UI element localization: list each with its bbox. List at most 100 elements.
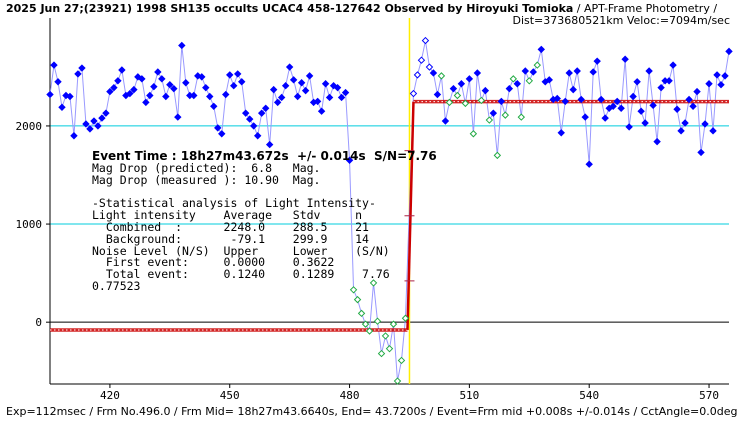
data-point-before-29 xyxy=(162,92,170,101)
data-point-after-34 xyxy=(545,76,553,84)
stats-line-0: Mag Drop (predicted): 6.8 Mag. xyxy=(92,161,321,175)
data-point-event-7 xyxy=(377,349,386,358)
data-point-before-26 xyxy=(150,82,158,91)
x-tick-label-480: 480 xyxy=(340,389,360,402)
data-point-after-18 xyxy=(481,86,490,95)
x-tick-label-450: 450 xyxy=(220,389,240,402)
data-point-after-13 xyxy=(461,99,470,108)
data-point-before-0 xyxy=(46,90,54,99)
data-point-after-17 xyxy=(477,96,486,105)
data-point-after-57 xyxy=(637,107,645,115)
data-point-after-69 xyxy=(685,95,693,104)
data-point-after-4 xyxy=(425,63,434,71)
data-point-before-40 xyxy=(206,92,214,101)
data-point-after-10 xyxy=(449,84,458,93)
data-point-event-6 xyxy=(373,317,382,325)
stats-line-4: Light intensity Average Stdv n xyxy=(92,208,363,223)
data-point-before-34 xyxy=(182,79,190,87)
data-point-after-54 xyxy=(625,123,633,131)
data-point-before-27 xyxy=(154,68,162,76)
x-tick-label-510: 510 xyxy=(459,389,479,402)
y-tick-label-0: 0 xyxy=(35,316,42,329)
data-point-before-31 xyxy=(170,84,178,93)
data-point-before-52 xyxy=(253,132,262,140)
title-rest: / APT-Frame Photometry / xyxy=(573,2,718,15)
data-point-event-8 xyxy=(381,332,390,340)
data-point-before-72 xyxy=(333,83,342,92)
data-point-before-45 xyxy=(226,71,234,79)
data-point-before-61 xyxy=(289,76,298,84)
data-point-after-59 xyxy=(645,67,653,75)
data-point-before-67 xyxy=(313,97,322,106)
data-point-after-76 xyxy=(713,71,721,79)
data-point-after-44 xyxy=(585,160,593,168)
data-point-after-15 xyxy=(469,130,478,138)
data-point-after-71 xyxy=(693,87,701,96)
data-point-after-32 xyxy=(537,45,545,54)
footer-info: Exp=112msec / Frm No.496.0 / Frm Mid= 18… xyxy=(6,405,738,418)
data-point-after-36 xyxy=(553,94,561,103)
data-point-before-30 xyxy=(166,81,174,89)
data-point-after-58 xyxy=(641,119,649,127)
data-point-after-66 xyxy=(673,105,681,113)
data-point-after-37 xyxy=(557,129,565,137)
data-point-before-7 xyxy=(74,70,82,78)
data-point-after-8 xyxy=(441,117,450,125)
data-point-after-12 xyxy=(457,80,466,88)
data-point-before-16 xyxy=(110,83,118,92)
y-tick-label-1000: 1000 xyxy=(16,218,43,231)
data-point-before-43 xyxy=(218,130,226,138)
data-point-after-62 xyxy=(657,83,665,92)
data-point-after-75 xyxy=(709,127,717,135)
data-point-after-50 xyxy=(609,102,617,111)
data-point-after-70 xyxy=(689,102,697,111)
data-point-before-68 xyxy=(317,107,326,115)
data-point-event-0 xyxy=(349,286,358,294)
data-point-before-58 xyxy=(277,93,286,102)
data-point-after-22 xyxy=(497,97,506,106)
data-point-event-1 xyxy=(353,295,362,304)
data-point-before-65 xyxy=(305,72,314,80)
data-point-before-12 xyxy=(94,122,102,130)
data-point-before-25 xyxy=(146,91,154,100)
data-point-after-72 xyxy=(697,148,705,157)
data-point-before-49 xyxy=(242,109,250,117)
data-point-before-69 xyxy=(321,80,330,88)
data-point-before-10 xyxy=(86,125,94,133)
data-point-after-73 xyxy=(701,120,709,128)
x-tick-label-570: 570 xyxy=(699,389,719,402)
data-point-before-17 xyxy=(114,77,122,85)
data-point-before-5 xyxy=(66,92,74,101)
data-point-after-2 xyxy=(417,56,426,64)
data-point-before-73 xyxy=(337,93,346,102)
data-point-before-64 xyxy=(301,86,310,95)
x-tick-label-420: 420 xyxy=(100,389,120,402)
data-point-before-56 xyxy=(269,85,278,94)
data-point-after-0 xyxy=(409,89,418,98)
data-point-after-41 xyxy=(573,67,581,75)
data-point-before-11 xyxy=(90,117,98,125)
data-point-before-57 xyxy=(273,98,282,107)
data-point-after-23 xyxy=(501,111,510,119)
data-point-after-43 xyxy=(581,113,589,121)
data-point-event-13 xyxy=(401,314,410,322)
data-point-event-12 xyxy=(397,356,406,365)
data-point-after-39 xyxy=(565,69,573,77)
data-point-before-42 xyxy=(214,124,222,132)
data-point-after-56 xyxy=(633,78,641,86)
data-point-after-64 xyxy=(665,77,673,85)
data-point-after-21 xyxy=(493,151,502,160)
data-point-event-2 xyxy=(357,309,366,318)
data-point-after-45 xyxy=(589,68,597,76)
data-point-after-26 xyxy=(513,80,522,88)
stats-line-6: Background: -79.1 299.9 14 xyxy=(92,231,369,246)
data-point-after-77 xyxy=(717,81,725,89)
data-point-after-51 xyxy=(613,97,621,106)
data-point-after-9 xyxy=(445,98,454,107)
data-point-before-36 xyxy=(190,91,198,100)
data-point-after-53 xyxy=(621,55,629,63)
data-point-after-30 xyxy=(529,68,537,76)
data-point-after-5 xyxy=(429,69,438,77)
data-point-before-54 xyxy=(261,104,270,112)
